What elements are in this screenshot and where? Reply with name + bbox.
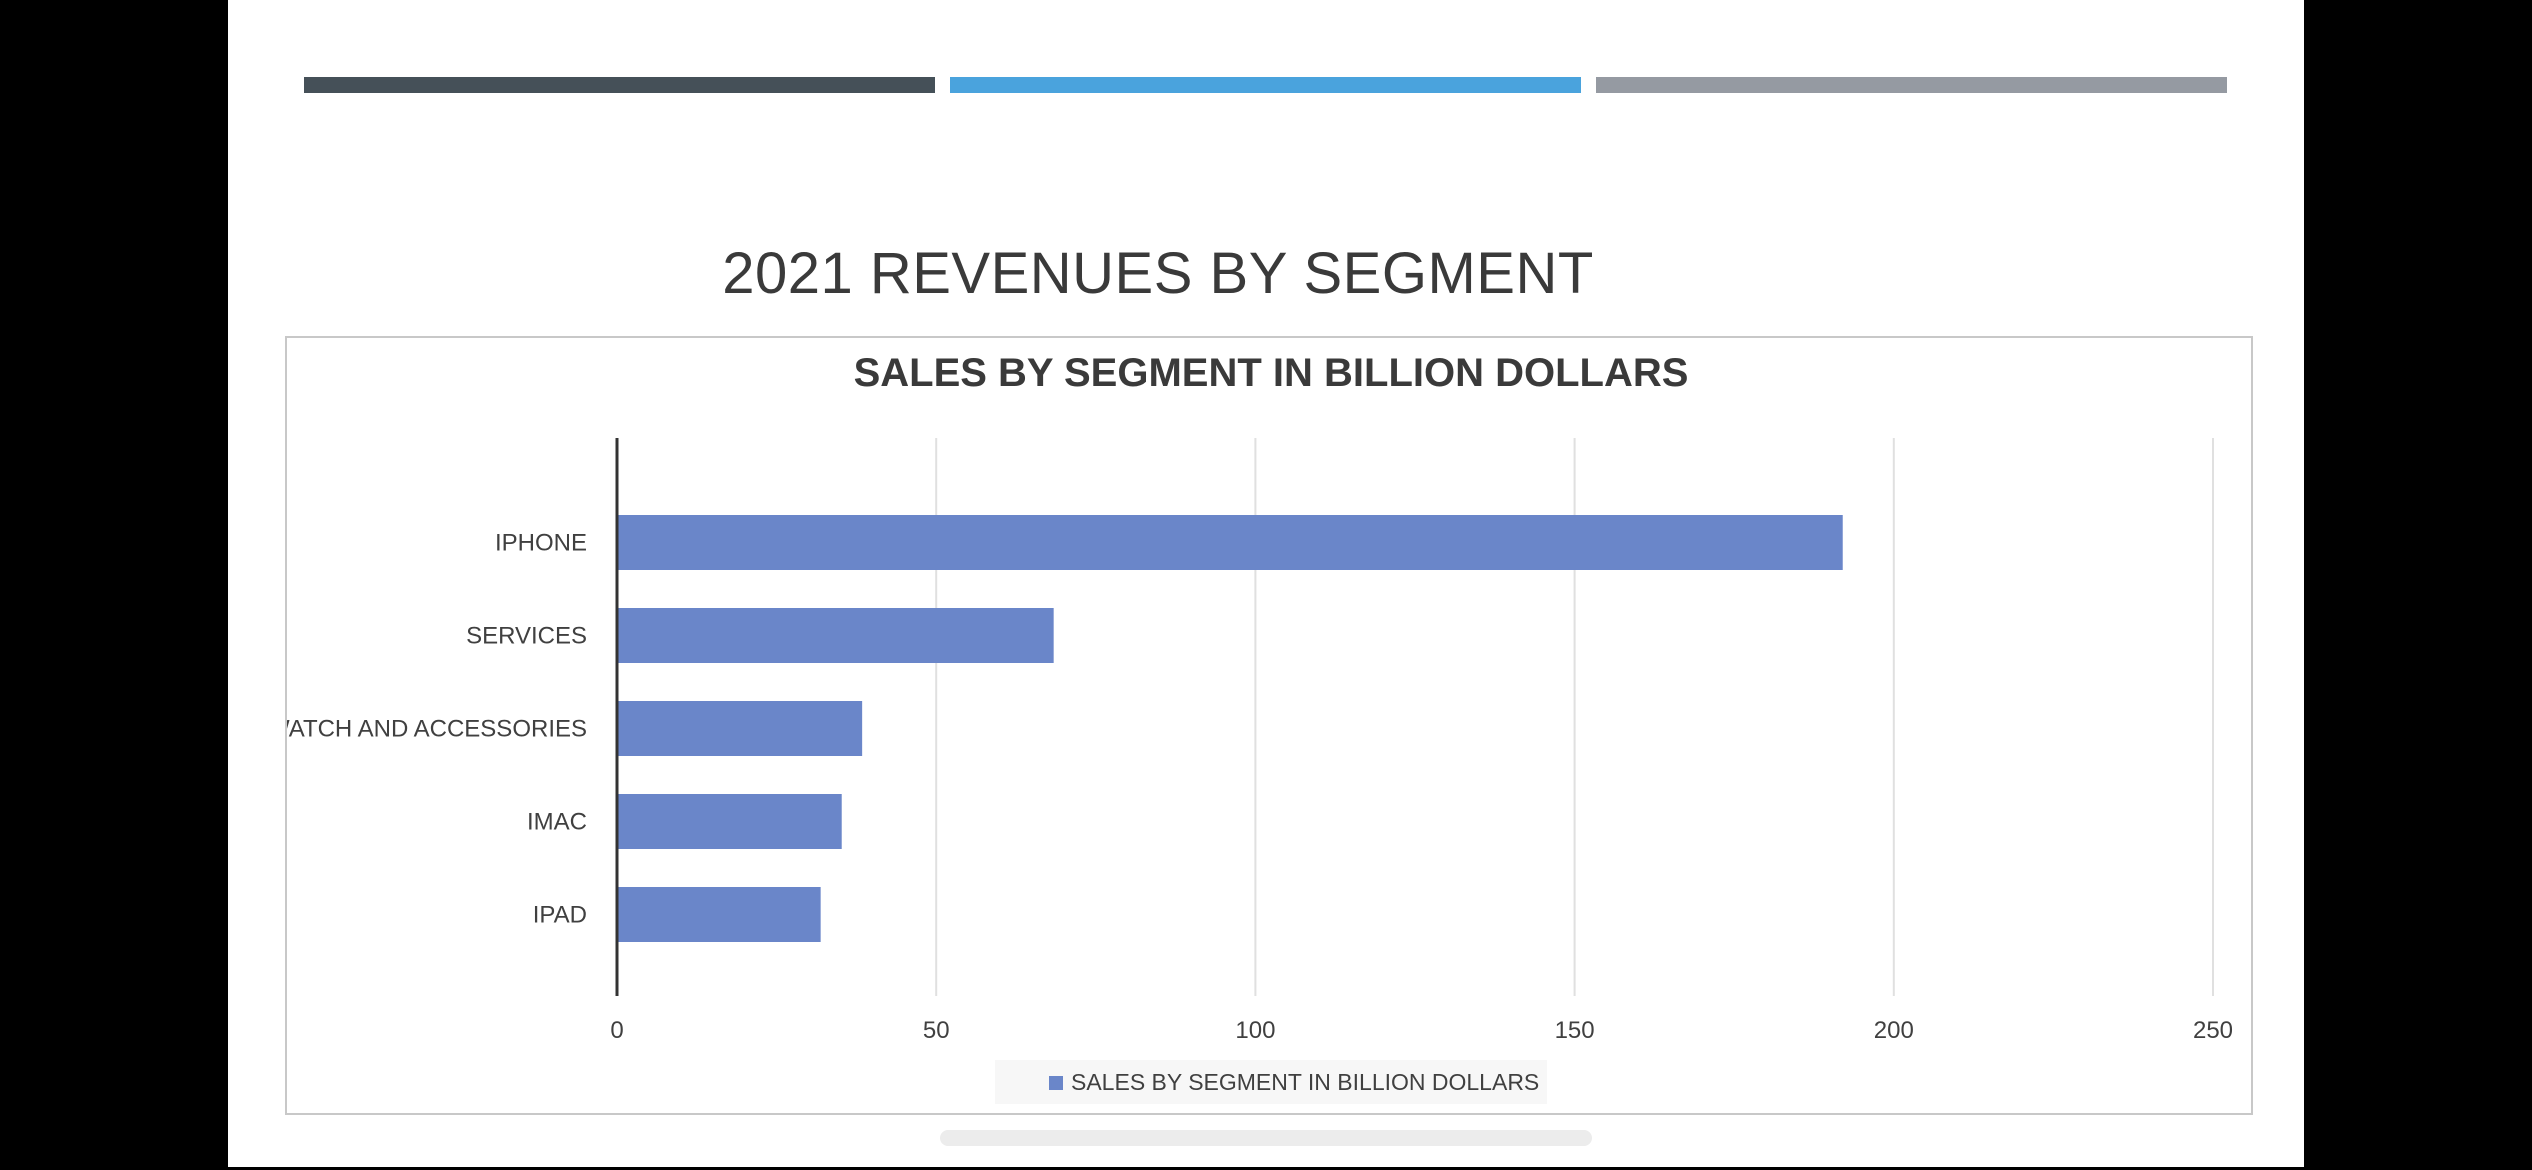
- legend-box: [995, 1060, 1547, 1104]
- legend-swatch: [1049, 1076, 1063, 1090]
- slide: 2021 REVENUES BY SEGMENT SALES BY SEGMEN…: [228, 0, 2304, 1167]
- chart-frame[interactable]: SALES BY SEGMENT IN BILLION DOLLARS 0 50 10…: [285, 336, 2253, 1115]
- category-label: IWATCH AND ACCESSORIES: [287, 716, 587, 743]
- x-tick-label: 50: [923, 1017, 950, 1044]
- category-label: IMAC: [527, 809, 587, 836]
- bar-chart: SALES BY SEGMENT IN BILLION DOLLARS 0 50 10…: [287, 351, 2233, 1104]
- x-tick-label: 200: [1874, 1017, 1914, 1044]
- accent-bar-dark: [304, 77, 935, 93]
- x-tick-label: 250: [2193, 1017, 2233, 1044]
- horizontal-scrollbar[interactable]: [940, 1130, 1592, 1146]
- bar-iwatch-and-accessories: [617, 701, 863, 756]
- x-tick-label: 0: [610, 1017, 623, 1044]
- bar-iphone: [617, 515, 1843, 570]
- chart-title: SALES BY SEGMENT IN BILLION DOLLARS: [854, 351, 1689, 395]
- slide-title: 2021 REVENUES BY SEGMENT: [722, 241, 1594, 306]
- legend-label: SALES BY SEGMENT IN BILLION DOLLARS: [1071, 1069, 1539, 1095]
- category-label: SERVICES: [466, 623, 587, 650]
- category-label: IPAD: [533, 902, 587, 929]
- category-label: IPHONE: [495, 530, 587, 557]
- bar-imac: [617, 794, 842, 849]
- bar-services: [617, 608, 1054, 663]
- accent-bar-blue: [950, 77, 1581, 93]
- accent-bar-gray: [1596, 77, 2227, 93]
- bar-ipad: [617, 887, 821, 942]
- x-tick-label: 150: [1555, 1017, 1595, 1044]
- x-tick-label: 100: [1235, 1017, 1275, 1044]
